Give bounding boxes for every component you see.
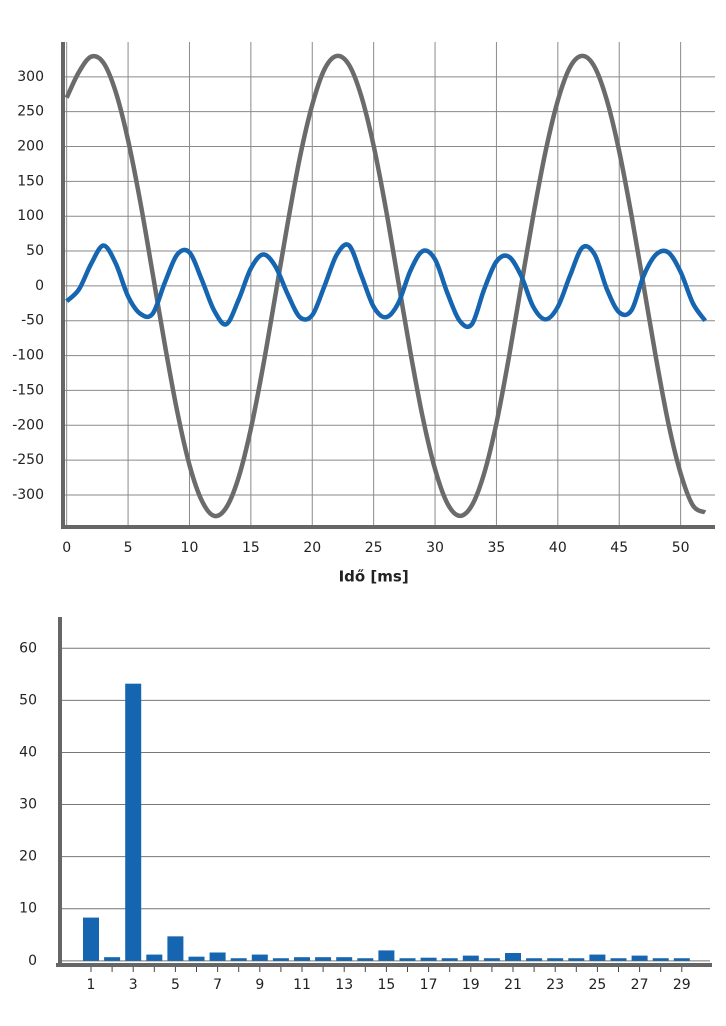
x-tick-label: 25	[365, 540, 383, 556]
bar	[125, 683, 142, 961]
x-tick-label: 29	[673, 977, 691, 993]
y-tick-label: 300	[17, 69, 44, 85]
x-tick-label: 21	[504, 977, 522, 993]
y-tick-label: 0	[35, 278, 44, 294]
x-tick-label: 23	[546, 977, 564, 993]
bar	[83, 917, 99, 961]
bar	[230, 958, 247, 961]
y-tick-label: 100	[17, 208, 44, 224]
line-series	[65, 242, 708, 330]
y-tick-label: 150	[17, 173, 44, 189]
bar	[483, 958, 500, 961]
y-tick-label: 40	[19, 744, 37, 760]
bar	[652, 958, 669, 961]
bar	[526, 958, 543, 961]
x-tick-label: 0	[62, 540, 71, 556]
bar	[505, 953, 521, 961]
x-tick-label: 17	[420, 977, 438, 993]
bar	[631, 955, 648, 961]
x-tick-label: 50	[672, 540, 690, 556]
x-tick-label: 20	[303, 540, 321, 556]
x-tick-label: 25	[588, 977, 606, 993]
bar	[272, 958, 289, 961]
bar	[146, 954, 163, 961]
x-tick-label: 10	[181, 540, 199, 556]
y-tick-label: 0	[28, 953, 37, 969]
bar	[167, 936, 184, 961]
bar	[294, 957, 310, 961]
y-tick-label: 50	[26, 243, 44, 259]
y-tick-label: -200	[12, 417, 44, 433]
x-tick-label: 45	[610, 540, 628, 556]
bar	[673, 958, 690, 961]
x-tick-label: 40	[549, 540, 567, 556]
bar	[399, 958, 416, 961]
bar	[420, 957, 437, 961]
bar	[104, 957, 121, 961]
x-tick-label: 30	[426, 540, 444, 556]
x-tick-label: 13	[335, 977, 353, 993]
x-tick-label: 1	[87, 977, 96, 993]
bar	[462, 955, 479, 961]
x-tick-label: 15	[377, 977, 395, 993]
y-tick-label: -300	[12, 487, 44, 503]
x-tick-label: 19	[462, 977, 480, 993]
bar	[209, 952, 226, 961]
y-tick-label: -250	[12, 452, 44, 468]
y-tick-label: 20	[19, 849, 37, 865]
x-tick-label: 5	[171, 977, 180, 993]
bar	[251, 954, 268, 961]
x-tick-label: 3	[129, 977, 138, 993]
y-tick-label: 250	[17, 104, 44, 120]
x-tick-label: 15	[242, 540, 260, 556]
x-tick-label: 5	[124, 540, 133, 556]
x-tick-label: 9	[255, 977, 264, 993]
y-tick-label: 30	[19, 797, 37, 813]
bar	[315, 957, 332, 961]
bar	[589, 954, 606, 961]
bar	[610, 958, 627, 961]
y-tick-label: 50	[19, 692, 37, 708]
x-tick-label: 35	[488, 540, 506, 556]
bar	[441, 958, 458, 961]
y-tick-label: 60	[19, 640, 37, 656]
bar	[568, 958, 585, 961]
y-tick-label: -150	[12, 382, 44, 398]
x-tick-label: 11	[293, 977, 311, 993]
y-tick-label: 10	[19, 901, 37, 917]
x-tick-label: 27	[631, 977, 649, 993]
bar	[547, 958, 564, 961]
x-axis-title: Idő [ms]	[339, 568, 409, 586]
x-tick-label: 7	[213, 977, 222, 993]
y-tick-label: 200	[17, 139, 44, 155]
line-series	[64, 53, 707, 519]
bar	[188, 956, 205, 961]
bar	[336, 957, 353, 961]
bar	[378, 950, 395, 961]
bar	[357, 958, 374, 961]
y-tick-label: -50	[21, 313, 44, 329]
y-tick-label: -100	[12, 348, 44, 364]
